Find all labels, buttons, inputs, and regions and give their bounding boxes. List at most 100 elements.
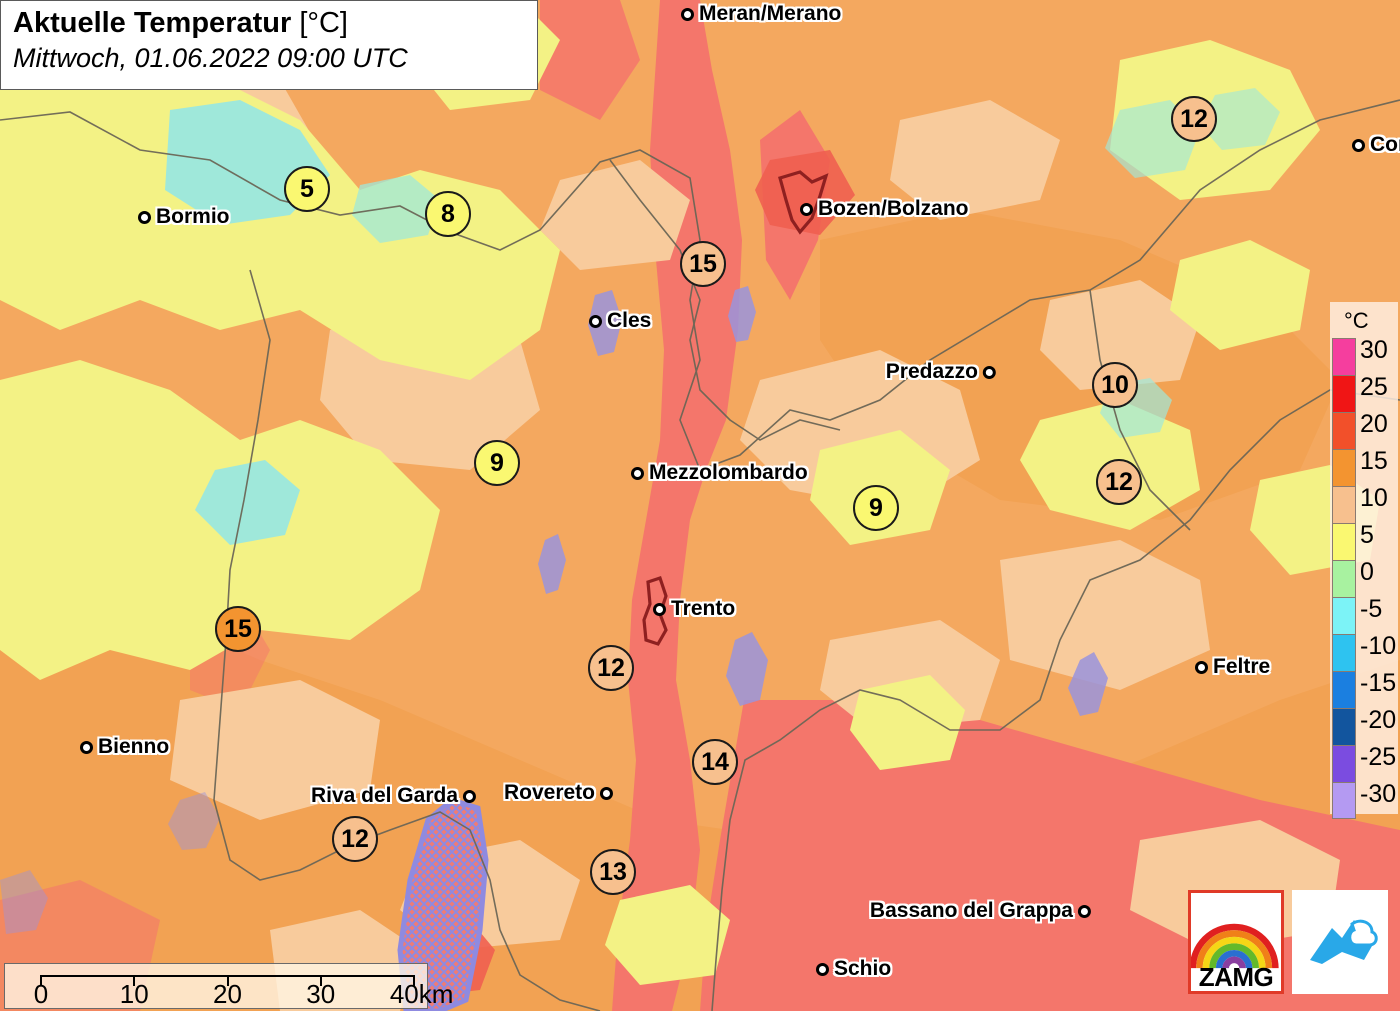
city-marker-icon [816,962,829,976]
city-marker-icon [138,210,151,224]
city-marker-icon [800,202,813,216]
city-label: Bozen/Bolzano [800,197,969,221]
city-marker-icon [589,314,602,328]
zamg-rainbow-icon [1191,923,1281,991]
colorbar-swatch [1332,634,1356,671]
colorbar-swatch [1332,412,1356,449]
scale-tick-label: 30 [306,979,336,1009]
city-marker-icon [653,602,666,616]
city-label-text: Bassano del Grappa [869,899,1073,922]
lake-garda [397,797,489,1011]
city-marker-icon [463,789,476,803]
zamg-logo-text: ZAMG [1198,962,1274,992]
city-label-text: Cortina [1370,133,1400,156]
colorbar-tick-label: 25 [1360,373,1388,401]
mountain-cloud-icon [1310,919,1378,964]
station-temperature-marker[interactable]: 8 [425,191,471,237]
colorbar-tick-label: -30 [1360,780,1397,808]
city-label: Bienno [80,735,169,759]
zamg-logo: ZAMG [1188,890,1284,994]
scale-tick-label: 10 [119,979,149,1009]
scale-tick-label: 40km [389,979,454,1009]
colorbar-swatch [1332,782,1356,819]
city-marker-icon [631,466,644,480]
station-temperature-marker[interactable]: 9 [853,485,899,531]
station-temperature-marker[interactable]: 12 [1171,96,1217,142]
city-label-text: Schio [834,957,892,980]
station-temperature-marker[interactable]: 12 [332,816,378,862]
colorbar-swatch [1332,708,1356,745]
city-marker-icon [80,740,93,754]
colorbar-tick-label: 15 [1360,447,1388,475]
scale-tick [226,975,229,986]
station-temperature-marker[interactable]: 14 [692,739,738,785]
city-label: Feltre [1195,655,1270,679]
city-label-text: Predazzo [885,360,978,383]
city-label-text: Cles [607,309,652,332]
scale-bar: 0 10 20 30 40km [4,963,453,1009]
colorbar-swatch [1332,449,1356,486]
city-label: Bormio [138,205,230,229]
city-label: Rovereto [504,781,613,805]
partner-logo [1292,890,1388,994]
title-unit: [°C] [299,7,348,39]
city-label-text: Feltre [1213,655,1271,678]
city-marker-icon [1195,660,1208,674]
colorbar-swatch [1332,523,1356,560]
colorbar-swatches [1332,338,1356,819]
city-label: Trento [653,597,735,621]
station-temperature-marker[interactable]: 15 [680,241,726,287]
colorbar-tick-label: -5 [1360,595,1383,623]
city-marker-icon [983,365,996,379]
scale-tick [133,975,136,986]
city-label: Mezzolombardo [631,461,808,485]
city-label-text: Bormio [156,205,230,228]
city-marker-icon [1352,138,1365,152]
map-title-box: Aktuelle Temperatur [°C] Mittwoch, 01.06… [0,0,538,90]
map-timestamp: Mittwoch, 01.06.2022 09:00 UTC [13,43,408,73]
colorbar-swatch [1332,745,1356,782]
colorbar-tick-label: 10 [1360,484,1388,512]
colorbar-swatch [1332,597,1356,634]
city-label-text: Bozen/Bolzano [818,197,969,220]
city-marker-icon [681,7,694,21]
city-marker-icon [1078,904,1091,918]
colorbar-title: °C [1344,308,1369,333]
colorbar-swatch [1332,486,1356,523]
colorbar-tick-label: 0 [1360,558,1374,586]
city-label-text: Rovereto [503,781,595,804]
city-label-text: Mezzolombardo [649,461,808,484]
colorbar-tick-label: 30 [1360,336,1388,364]
colorbar-tick-label: -20 [1360,706,1397,734]
city-marker-icon [600,786,613,800]
station-temperature-marker[interactable]: 9 [474,440,520,486]
scale-tick [319,975,322,986]
city-label: Meran/Merano [681,2,841,26]
city-label: Schio [816,957,891,981]
logo-row: ZAMG [1188,890,1388,994]
city-label-text: Bienno [98,735,170,758]
colorbar-tick-label: 20 [1360,410,1388,438]
station-temperature-marker[interactable]: 12 [588,645,634,691]
station-temperature-marker[interactable]: 12 [1096,459,1142,505]
station-temperature-marker[interactable]: 10 [1092,362,1138,408]
city-label: Riva del Garda [311,784,476,808]
station-temperature-marker[interactable]: 13 [590,849,636,895]
station-temperature-marker[interactable]: 5 [284,166,330,212]
scale-tick [413,975,415,986]
colorbar-tick-label: -10 [1360,632,1397,660]
page-title: Aktuelle Temperatur [°C] [13,5,527,41]
scale-tick [40,975,42,986]
station-temperature-marker[interactable]: 15 [215,606,261,652]
colorbar-tick-label: -25 [1360,743,1397,771]
city-label-text: Riva del Garda [310,784,458,807]
colorbar-swatch [1332,338,1356,375]
city-label: Cortina [1352,133,1400,157]
title-text: Aktuelle Temperatur [13,7,292,39]
admin-boundaries [0,99,1400,1011]
colorbar-swatch [1332,671,1356,708]
colorbar-swatch [1332,375,1356,412]
city-label: Predazzo [886,360,996,384]
